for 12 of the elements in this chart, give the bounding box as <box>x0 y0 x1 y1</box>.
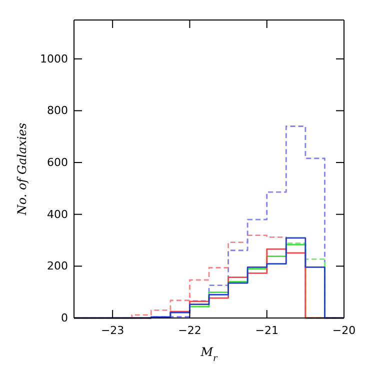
x-tick-label: −21 <box>255 324 278 337</box>
y-tick-label: 200 <box>47 260 68 273</box>
y-tick-label: 800 <box>47 104 68 118</box>
x-tick-label: −23 <box>100 324 124 337</box>
x-axis-title: M$_{r}$ <box>200 345 218 364</box>
y-axis-title: No. of Galaxies <box>15 122 29 216</box>
y-tick-label: 0 <box>61 312 68 325</box>
x-tick-label: −22 <box>178 324 202 337</box>
y-tick-label: 1000 <box>40 52 68 66</box>
x-tick-label: −20 <box>332 324 356 337</box>
y-tick-label: 600 <box>47 156 68 170</box>
y-tick-label: 400 <box>47 208 68 221</box>
